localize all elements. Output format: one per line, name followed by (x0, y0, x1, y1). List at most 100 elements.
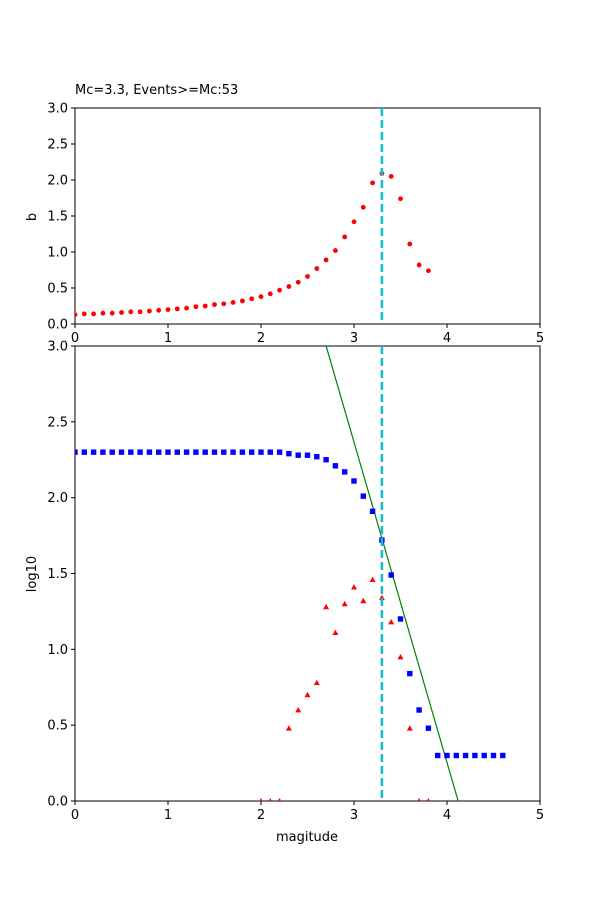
data-point (351, 584, 357, 590)
plot-marks (75, 108, 431, 324)
data-point (81, 311, 87, 317)
data-point (221, 301, 227, 307)
data-point (119, 310, 124, 315)
data-point (146, 449, 153, 455)
plot-area: 0 1 2 3 4 5 0.0 0.5 1.0 1.5 2.0 2.5 3.0 (47, 102, 544, 347)
x-axis-label: magitude (276, 830, 338, 845)
data-point (100, 310, 106, 316)
data-point (314, 266, 320, 271)
data-point (128, 309, 134, 315)
data-point (500, 752, 506, 759)
x-tick-label: 3 (350, 331, 358, 346)
data-point (416, 707, 422, 713)
data-point (481, 752, 487, 759)
data-point (90, 449, 97, 455)
data-point (369, 576, 376, 582)
data-point (240, 298, 245, 304)
data-point (128, 449, 134, 455)
axes-frame (74, 107, 541, 325)
data-point (267, 449, 273, 455)
data-point (230, 449, 236, 455)
data-point (109, 449, 115, 455)
axes-frame (74, 345, 541, 802)
x-tick-label: 5 (536, 331, 544, 346)
plot-area: 0 1 2 3 4 5 0.0 0.5 1.0 1.5 2.0 2.5 3.0 (47, 340, 544, 824)
data-point (407, 670, 413, 677)
data-point (276, 449, 283, 455)
data-point (305, 274, 310, 279)
data-point (230, 300, 236, 305)
data-point (249, 449, 255, 455)
x-tick-label: 3 (350, 808, 358, 823)
data-point (212, 302, 217, 307)
x-tick-label: 1 (164, 808, 172, 823)
data-point (407, 241, 413, 247)
data-point (156, 449, 162, 455)
data-point (425, 725, 432, 731)
x-tick-label: 2 (257, 808, 265, 823)
data-point (435, 752, 441, 759)
data-point (378, 594, 385, 601)
data-point (184, 305, 190, 311)
y-tick-label: 3.0 (47, 102, 68, 117)
data-point (444, 752, 450, 759)
data-point (286, 284, 292, 289)
data-point (342, 234, 348, 240)
data-point (249, 296, 255, 302)
y-tick-label: 1.0 (47, 643, 68, 658)
plot-marks (75, 346, 506, 801)
data-point (369, 508, 376, 515)
data-point (397, 616, 404, 622)
x-tick-label: 0 (71, 808, 79, 823)
data-point (202, 449, 208, 455)
data-point (388, 619, 395, 625)
data-point (156, 307, 162, 313)
data-point (165, 307, 171, 312)
data-point (211, 449, 218, 455)
b-value-panel: Mc=3.3, Events>=Mc:53 b 0 1 2 3 4 5 0.0 0.5 1.0 1… (25, 83, 544, 346)
data-point (81, 449, 87, 455)
y-tick-label: 0.0 (47, 795, 68, 810)
y-axis-label: b (25, 213, 40, 221)
y-tick-label: 3.0 (47, 340, 68, 355)
data-point (137, 449, 143, 455)
data-point (360, 597, 367, 604)
data-point (323, 257, 329, 263)
data-point (258, 449, 264, 455)
data-point (295, 279, 301, 285)
data-point (304, 691, 311, 698)
x-tick-label: 4 (443, 331, 451, 346)
y-tick-label: 1.5 (47, 210, 68, 225)
data-point (304, 452, 311, 458)
data-point (388, 174, 394, 179)
y-tick-label: 0.5 (47, 719, 68, 734)
data-point (314, 454, 320, 460)
data-point (332, 629, 339, 636)
data-point (333, 248, 338, 253)
data-point (286, 450, 292, 457)
data-point (239, 449, 246, 455)
data-point (91, 311, 96, 317)
data-point (406, 725, 413, 731)
data-point (398, 196, 403, 202)
y-tick-label: 2.5 (47, 138, 68, 153)
data-point (360, 493, 366, 499)
data-point (323, 457, 329, 463)
data-point (268, 798, 272, 801)
data-point (100, 449, 106, 455)
data-point (174, 306, 180, 312)
data-point (75, 312, 78, 318)
data-point (267, 291, 273, 297)
data-point (416, 262, 422, 268)
y-tick-label: 0.5 (47, 282, 68, 297)
data-point (426, 268, 431, 274)
y-tick-label: 2.0 (47, 491, 68, 506)
data-point (332, 463, 339, 469)
data-point (388, 572, 394, 578)
data-point (258, 294, 264, 300)
chart-title: Mc=3.3, Events>=Mc:53 (75, 83, 238, 98)
data-point (370, 180, 375, 186)
data-point (109, 310, 115, 316)
data-point (285, 725, 292, 731)
